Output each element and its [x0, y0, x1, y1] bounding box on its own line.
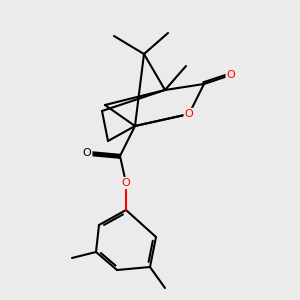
Text: O: O: [226, 70, 236, 80]
Text: O: O: [184, 109, 194, 119]
Text: O: O: [82, 148, 91, 158]
Text: O: O: [122, 178, 130, 188]
